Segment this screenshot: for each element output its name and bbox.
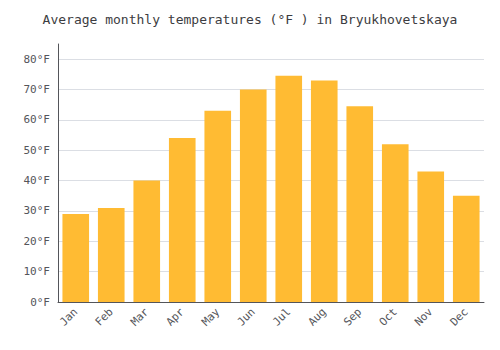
svg-text:0°F: 0°F: [30, 296, 50, 309]
svg-text:60°F: 60°F: [24, 113, 51, 126]
svg-text:Jul: Jul: [270, 305, 293, 328]
svg-text:50°F: 50°F: [24, 144, 51, 157]
svg-text:Dec: Dec: [448, 305, 471, 328]
svg-text:Mar: Mar: [128, 305, 151, 328]
svg-text:Sep: Sep: [341, 305, 364, 328]
svg-text:Jan: Jan: [57, 305, 80, 328]
svg-text:Apr: Apr: [164, 305, 187, 328]
svg-text:Nov: Nov: [412, 305, 435, 328]
svg-text:May: May: [199, 305, 222, 328]
svg-text:Oct: Oct: [377, 305, 400, 328]
svg-text:70°F: 70°F: [24, 83, 51, 96]
svg-text:Average monthly temperatures (: Average monthly temperatures (°F ) in Br…: [43, 12, 458, 27]
svg-text:Jun: Jun: [235, 305, 258, 328]
svg-text:20°F: 20°F: [24, 235, 51, 248]
svg-text:10°F: 10°F: [24, 265, 51, 278]
svg-text:Feb: Feb: [93, 305, 116, 328]
svg-text:40°F: 40°F: [24, 174, 51, 187]
svg-text:Aug: Aug: [306, 305, 329, 328]
svg-text:30°F: 30°F: [24, 204, 51, 217]
svg-text:80°F: 80°F: [24, 53, 51, 66]
